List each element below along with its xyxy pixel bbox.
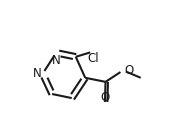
Text: N: N: [52, 54, 61, 67]
Text: Cl: Cl: [88, 52, 99, 65]
Text: O: O: [124, 64, 133, 77]
Text: O: O: [100, 91, 109, 104]
Text: N: N: [33, 67, 42, 80]
